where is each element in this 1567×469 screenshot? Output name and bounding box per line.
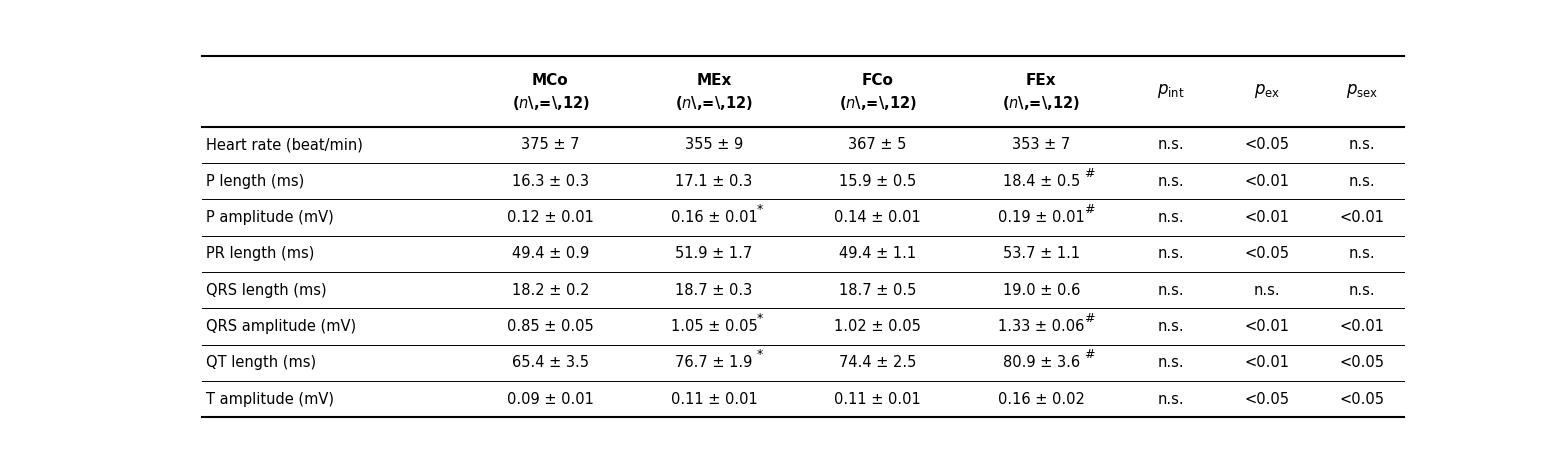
Text: 1.02 ± 0.05: 1.02 ± 0.05 [834,319,921,334]
Text: n.s.: n.s. [1158,283,1185,298]
Text: 18.4 ± 0.5: 18.4 ± 0.5 [1003,174,1080,189]
Text: #: # [1084,166,1094,180]
Text: $p_{\mathrm{ex}}$: $p_{\mathrm{ex}}$ [1254,83,1280,100]
Text: n.s.: n.s. [1158,392,1185,407]
Text: ($n$\,=\,12): ($n$\,=\,12) [838,94,917,112]
Text: 375 ± 7: 375 ± 7 [522,137,580,152]
Text: n.s.: n.s. [1349,283,1376,298]
Text: ($n$\,=\,12): ($n$\,=\,12) [1003,94,1080,112]
Text: 0.19 ± 0.01: 0.19 ± 0.01 [998,210,1084,225]
Text: 74.4 ± 2.5: 74.4 ± 2.5 [838,356,917,371]
Text: n.s.: n.s. [1349,246,1376,261]
Text: QRS length (ms): QRS length (ms) [205,283,326,298]
Text: <0.01: <0.01 [1244,356,1290,371]
Text: 0.85 ± 0.05: 0.85 ± 0.05 [508,319,594,334]
Text: FCo: FCo [862,73,893,88]
Text: 0.14 ± 0.01: 0.14 ± 0.01 [834,210,921,225]
Text: n.s.: n.s. [1158,210,1185,225]
Text: <0.01: <0.01 [1340,210,1385,225]
Text: 17.1 ± 0.3: 17.1 ± 0.3 [675,174,752,189]
Text: n.s.: n.s. [1349,174,1376,189]
Text: <0.05: <0.05 [1244,246,1290,261]
Text: MEx: MEx [696,73,732,88]
Text: 0.09 ± 0.01: 0.09 ± 0.01 [508,392,594,407]
Text: QRS amplitude (mV): QRS amplitude (mV) [205,319,356,334]
Text: n.s.: n.s. [1158,174,1185,189]
Text: #: # [1084,348,1094,362]
Text: 0.11 ± 0.01: 0.11 ± 0.01 [834,392,921,407]
Text: n.s.: n.s. [1254,283,1280,298]
Text: 0.11 ± 0.01: 0.11 ± 0.01 [671,392,757,407]
Text: n.s.: n.s. [1158,137,1185,152]
Text: n.s.: n.s. [1158,319,1185,334]
Text: PR length (ms): PR length (ms) [205,246,313,261]
Text: MCo: MCo [533,73,569,88]
Text: $p_{\mathrm{int}}$: $p_{\mathrm{int}}$ [1156,83,1185,100]
Text: <0.01: <0.01 [1244,319,1290,334]
Text: $p_{\mathrm{sex}}$: $p_{\mathrm{sex}}$ [1346,83,1379,100]
Text: P amplitude (mV): P amplitude (mV) [205,210,334,225]
Text: 1.05 ± 0.05: 1.05 ± 0.05 [671,319,757,334]
Text: 76.7 ± 1.9: 76.7 ± 1.9 [675,356,752,371]
Text: ($n$\,=\,12): ($n$\,=\,12) [511,94,589,112]
Text: Heart rate (beat/min): Heart rate (beat/min) [205,137,362,152]
Text: #: # [1084,312,1094,325]
Text: n.s.: n.s. [1158,356,1185,371]
Text: 15.9 ± 0.5: 15.9 ± 0.5 [838,174,917,189]
Text: *: * [757,312,763,325]
Text: T amplitude (mV): T amplitude (mV) [205,392,334,407]
Text: <0.01: <0.01 [1340,319,1385,334]
Text: 18.7 ± 0.3: 18.7 ± 0.3 [675,283,752,298]
Text: 53.7 ± 1.1: 53.7 ± 1.1 [1003,246,1080,261]
Text: 18.2 ± 0.2: 18.2 ± 0.2 [512,283,589,298]
Text: 355 ± 9: 355 ± 9 [685,137,743,152]
Text: 0.16 ± 0.02: 0.16 ± 0.02 [998,392,1084,407]
Text: <0.05: <0.05 [1340,356,1385,371]
Text: 0.12 ± 0.01: 0.12 ± 0.01 [508,210,594,225]
Text: <0.01: <0.01 [1244,210,1290,225]
Text: ($n$\,=\,12): ($n$\,=\,12) [675,94,752,112]
Text: 49.4 ± 1.1: 49.4 ± 1.1 [838,246,917,261]
Text: #: # [1084,203,1094,216]
Text: 0.16 ± 0.01: 0.16 ± 0.01 [671,210,757,225]
Text: n.s.: n.s. [1349,137,1376,152]
Text: FEx: FEx [1026,73,1056,88]
Text: n.s.: n.s. [1158,246,1185,261]
Text: <0.01: <0.01 [1244,174,1290,189]
Text: 65.4 ± 3.5: 65.4 ± 3.5 [512,356,589,371]
Text: 18.7 ± 0.5: 18.7 ± 0.5 [838,283,917,298]
Text: *: * [757,203,763,216]
Text: 353 ± 7: 353 ± 7 [1012,137,1070,152]
Text: 367 ± 5: 367 ± 5 [848,137,907,152]
Text: *: * [757,348,763,362]
Text: QT length (ms): QT length (ms) [205,356,315,371]
Text: <0.05: <0.05 [1244,392,1290,407]
Text: 80.9 ± 3.6: 80.9 ± 3.6 [1003,356,1080,371]
Text: 51.9 ± 1.7: 51.9 ± 1.7 [675,246,752,261]
Text: 1.33 ± 0.06: 1.33 ± 0.06 [998,319,1084,334]
Text: 16.3 ± 0.3: 16.3 ± 0.3 [512,174,589,189]
Text: 19.0 ± 0.6: 19.0 ± 0.6 [1003,283,1080,298]
Text: <0.05: <0.05 [1244,137,1290,152]
Text: P length (ms): P length (ms) [205,174,304,189]
Text: <0.05: <0.05 [1340,392,1385,407]
Text: 49.4 ± 0.9: 49.4 ± 0.9 [512,246,589,261]
